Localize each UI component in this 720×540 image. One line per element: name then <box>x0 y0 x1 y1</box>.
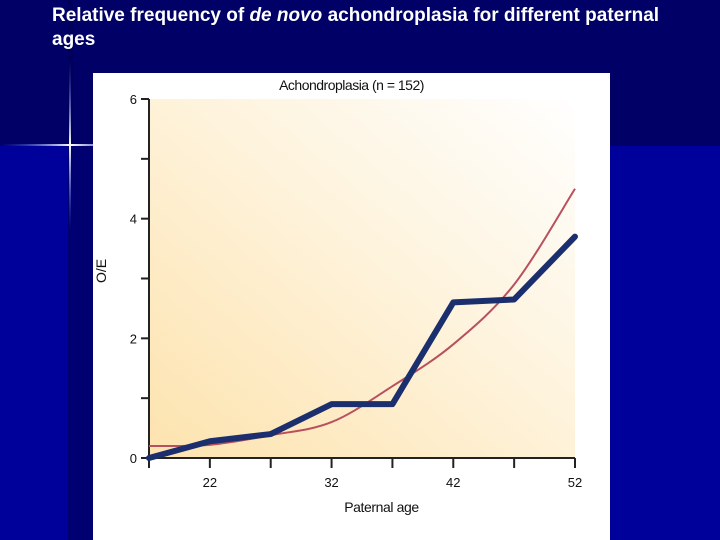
plot-area <box>149 99 575 458</box>
fitted-curve-line <box>148 188 576 448</box>
chart-panel: 0 2 4 6 22 32 42 52 Achondroplasia (n = 152) O/… <box>93 73 610 540</box>
observed-line <box>146 233 578 461</box>
x-axis-label: Paternal age <box>344 499 419 515</box>
chart-title: Achondroplasia (n = 152) <box>279 77 424 93</box>
x-tick-label: 32 <box>324 475 338 490</box>
title-italic-text: de novo <box>249 5 323 26</box>
y-axis-label: O/E <box>93 258 109 283</box>
y-tick-label: 6 <box>130 92 137 107</box>
title-text: Relative frequency of <box>52 5 250 26</box>
y-tick-label: 2 <box>130 331 137 346</box>
x-tick-label: 22 <box>203 475 217 490</box>
y-tick-label: 4 <box>130 212 137 227</box>
x-tick-label: 52 <box>568 475 582 490</box>
title-text: achondroplasia for different paternal ag… <box>52 5 660 50</box>
line-chart: 0 2 4 6 22 32 42 52 <box>130 92 582 490</box>
slide-title: Relative frequency of de novo achondropl… <box>52 4 692 52</box>
y-tick-label: 0 <box>130 451 137 466</box>
x-tick-label: 42 <box>446 475 460 490</box>
slide-background-stripe <box>68 146 93 540</box>
